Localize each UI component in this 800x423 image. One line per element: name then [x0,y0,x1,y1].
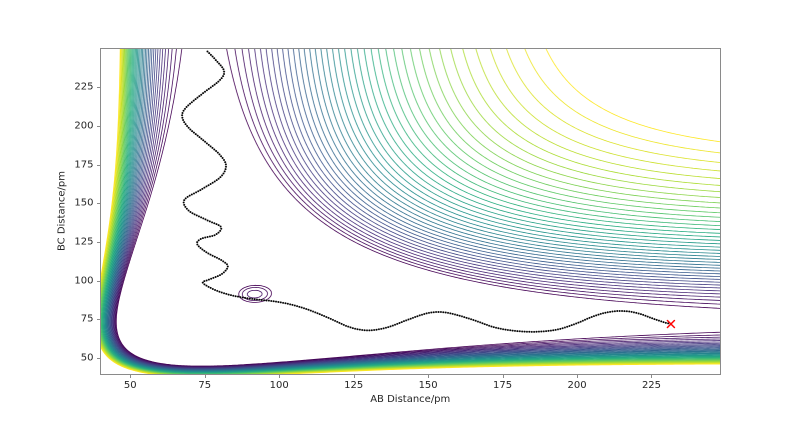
y-tick-mark [96,87,101,89]
x-tick-mark [577,373,579,378]
y-tick-label: 75 [80,313,94,325]
x-tick-mark [279,373,281,378]
x-tick-label: 175 [493,379,513,391]
y-tick-label: 200 [74,120,94,132]
x-tick-label: 150 [418,379,438,391]
spine-top [99,47,721,49]
y-tick-mark [96,358,101,360]
y-tick-mark [96,280,101,282]
y-tick-label: 175 [74,159,94,171]
y-tick-mark [96,164,101,166]
spine-right [720,47,721,375]
y-tick-label: 100 [74,275,94,287]
x-tick-mark [428,373,430,378]
spine-left [99,47,101,375]
y-tick-label: 150 [74,197,94,209]
x-tick-mark [651,373,653,378]
x-tick-mark [353,373,355,378]
spine-bottom [99,373,721,375]
x-tick-label: 125 [344,379,364,391]
y-axis-label: BC Distance/pm [56,170,68,252]
x-tick-mark [204,373,206,378]
x-tick-mark [502,373,504,378]
plot-area [100,48,720,374]
x-tick-label: 50 [123,379,137,391]
x-tick-label: 200 [567,379,587,391]
y-tick-mark [96,241,101,243]
x-tick-label: 225 [641,379,662,391]
y-tick-mark [96,203,101,205]
x-tick-label: 100 [269,379,289,391]
y-tick-label: 50 [80,352,94,364]
y-tick-label: 225 [74,81,94,93]
y-tick-mark [96,125,101,127]
x-tick-mark [130,373,132,378]
y-tick-label: 125 [74,236,94,248]
contour-canvas [100,48,720,374]
x-tick-label: 75 [198,379,212,391]
x-axis-label: AB Distance/pm [370,393,451,405]
y-tick-mark [96,319,101,321]
